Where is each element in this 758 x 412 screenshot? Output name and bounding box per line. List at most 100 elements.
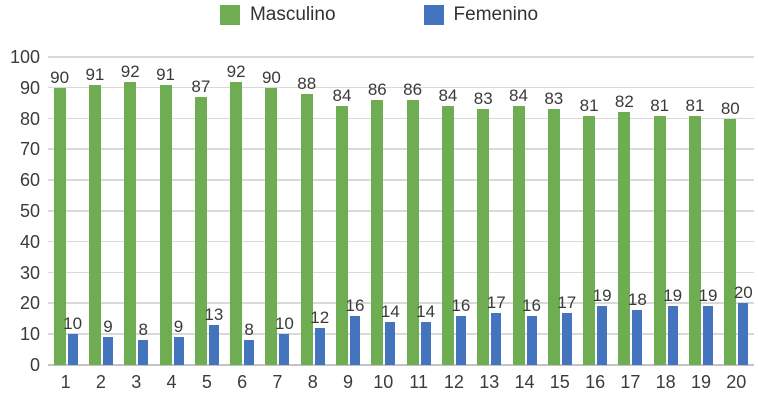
x-axis-line [48, 364, 754, 366]
y-axis: 0 10 20 30 40 50 60 70 80 90 100 [0, 48, 42, 374]
masculino-bar: 83 [544, 90, 563, 365]
masculino-bar: 88 [297, 75, 316, 365]
masculino-value-label: 82 [614, 92, 634, 112]
masculino-legend-label: Masculino [249, 4, 336, 25]
masculino-bar: 90 [262, 69, 281, 365]
masculino-bar: 81 [580, 97, 599, 365]
masculino-value-label: 81 [650, 95, 670, 115]
x-tick-label: 15 [549, 372, 570, 392]
bar-group: 82 18 17 [613, 57, 648, 391]
masculino-bar: 92 [227, 63, 246, 365]
femenino-bar: 9 [102, 318, 113, 365]
gridline [48, 86, 754, 89]
bar-group: 91 9 4 [154, 57, 189, 391]
masculino-bar: 86 [368, 81, 387, 365]
x-tick-label: 20 [726, 372, 747, 392]
femenino-value-label: 8 [244, 320, 254, 340]
masculino-bar: 81 [650, 97, 669, 365]
x-tick-label: 9 [343, 372, 354, 392]
masculino-value-label: 84 [438, 86, 458, 106]
x-tick-label: 18 [655, 372, 676, 392]
femenino-value-label: 19 [663, 286, 683, 306]
gridline [48, 148, 754, 150]
femenino-value-label: 16 [345, 295, 365, 315]
chart-legend: Masculino Femenino [0, 4, 758, 26]
femenino-bar: 19 [663, 287, 682, 365]
x-tick-label: 7 [272, 372, 283, 392]
bar-groups: 90 10 1 91 9 2 92 8 3 91 9 4 87 13 5 92 8 6 90 10 7 88 12 8 84 16… [48, 57, 754, 391]
femenino-bar: 17 [487, 294, 506, 365]
masculino-value-label: 86 [403, 80, 423, 100]
femenino-bar: 16 [346, 297, 364, 365]
gridline [48, 271, 754, 274]
masculino-bar: 83 [474, 90, 493, 365]
gridline [48, 240, 754, 243]
bar-group: 91 9 2 [83, 57, 118, 391]
bar-group: 84 16 9 [330, 57, 365, 391]
masculino-value-label: 83 [544, 89, 564, 109]
femenino-bar: 20 [734, 284, 753, 365]
x-tick-label: 12 [443, 372, 464, 392]
bar-group: 83 17 13 [472, 57, 507, 391]
femenino-value-label: 10 [274, 314, 294, 334]
bar-group: 84 16 14 [507, 57, 542, 391]
gridline [48, 302, 754, 304]
femenino-value-label: 19 [592, 286, 612, 306]
masculino-value-label: 84 [332, 86, 352, 106]
masculino-legend-swatch-icon [219, 5, 240, 25]
masculino-bar: 84 [333, 87, 351, 365]
y-tick-label: 60 [19, 170, 40, 191]
femenino-value-label: 12 [310, 308, 330, 328]
femenino-bar: 19 [593, 287, 612, 365]
femenino-bar: 9 [173, 318, 184, 365]
bar-group: 92 8 3 [119, 57, 154, 391]
x-tick-label: 6 [237, 372, 248, 392]
bar-group: 86 14 10 [366, 57, 401, 391]
femenino-bar: 14 [416, 303, 435, 365]
masculino-value-label: 84 [509, 86, 528, 106]
bar-group: 90 10 7 [260, 57, 295, 391]
y-tick-label: 50 [19, 201, 40, 221]
masculino-value-label: 90 [50, 67, 70, 87]
femenino-value-label: 16 [451, 295, 471, 315]
x-tick-label: 11 [409, 372, 428, 392]
x-tick-label: 13 [479, 372, 500, 392]
femenino-legend-label: Femenino [453, 4, 539, 25]
femenino-bar: 14 [381, 303, 400, 365]
y-tick-label: 20 [19, 293, 40, 314]
masculino-bar: 81 [686, 97, 704, 365]
femenino-value-label: 17 [557, 292, 577, 312]
x-tick-label: 8 [307, 372, 318, 392]
gridline [48, 179, 754, 181]
femenino-value-label: 9 [173, 317, 184, 337]
masculino-bar: 91 [85, 66, 104, 365]
masculino-value-label: 80 [720, 98, 740, 118]
gridline [48, 333, 754, 335]
x-tick-label: 14 [514, 372, 535, 392]
x-tick-label: 16 [585, 372, 606, 392]
femenino-bar: 10 [63, 315, 82, 365]
masculino-value-label: 92 [226, 61, 246, 81]
bar-group: 81 19 16 [577, 57, 612, 391]
femenino-value-label: 19 [698, 286, 718, 306]
masculino-value-label: 81 [579, 95, 599, 115]
x-tick-label: 2 [95, 372, 106, 392]
masculino-value-label: 83 [473, 89, 493, 109]
masculino-bar: 92 [121, 63, 140, 365]
masculino-bar: 86 [403, 81, 422, 365]
bar-group: 92 8 6 [224, 57, 259, 391]
bar-group: 81 19 19 [683, 57, 718, 391]
masculino-bar: 84 [438, 87, 457, 365]
femenino-bar: 8 [244, 321, 255, 365]
legend-item-masculino: Masculino [219, 4, 336, 26]
masculino-bar: 90 [50, 69, 69, 365]
femenino-value-label: 14 [416, 301, 436, 321]
y-tick-label: 0 [29, 355, 40, 375]
masculino-value-label: 91 [85, 64, 105, 84]
femenino-value-label: 10 [63, 314, 83, 334]
masculino-bar: 82 [615, 93, 634, 365]
femenino-bar: 19 [699, 287, 717, 365]
x-tick-label: 4 [166, 372, 177, 392]
femenino-bar: 12 [310, 309, 329, 365]
